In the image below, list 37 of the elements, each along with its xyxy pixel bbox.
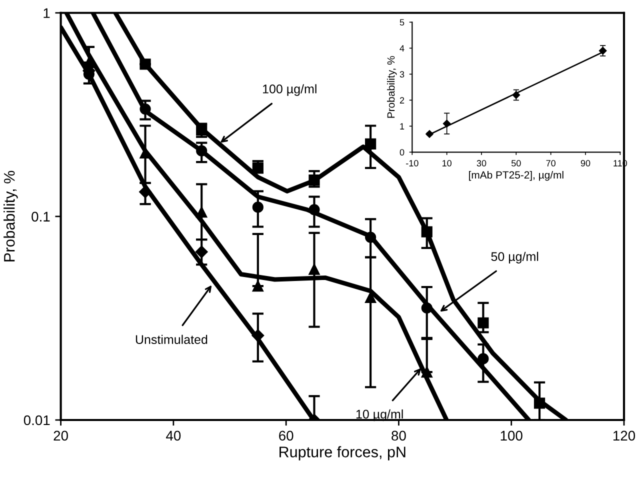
x-tick-label: 10 bbox=[442, 160, 452, 166]
point bbox=[365, 138, 376, 150]
x-axis-title: Rupture forces, pN bbox=[280, 446, 406, 460]
point bbox=[365, 292, 376, 303]
x-tick-label: 20 bbox=[54, 430, 68, 441]
point bbox=[426, 130, 434, 138]
annotation: 50 µg/ml bbox=[491, 252, 538, 264]
y-tick-label: 1 bbox=[400, 123, 404, 130]
point bbox=[308, 264, 320, 275]
x-tick-label: -10 bbox=[406, 160, 418, 166]
point bbox=[478, 317, 489, 328]
x-axis-title: [mAb PT25-2], µg/ml bbox=[469, 170, 564, 181]
y-tick-label: 2 bbox=[400, 97, 404, 104]
y-tick-label: 5 bbox=[400, 19, 404, 26]
x-tick-label: 90 bbox=[580, 160, 590, 166]
x-tick-label: 120 bbox=[613, 430, 636, 441]
y-tick-label: 4 bbox=[400, 45, 404, 52]
y-tick-label: 1 bbox=[44, 8, 50, 18]
annotation: 100 µg/ml bbox=[263, 84, 316, 96]
x-tick-label: 30 bbox=[476, 160, 486, 166]
y-tick-label: 3 bbox=[400, 71, 404, 78]
x-tick-label: 50 bbox=[512, 160, 521, 166]
point bbox=[252, 202, 264, 213]
point bbox=[478, 353, 489, 364]
point bbox=[252, 280, 264, 292]
y-tick-label: 0.01 bbox=[24, 415, 50, 426]
y-axis-title: Probability, % bbox=[387, 56, 397, 118]
x-tick-label: 100 bbox=[500, 430, 522, 441]
point bbox=[195, 246, 208, 258]
y-tick-label: 0.1 bbox=[32, 212, 50, 222]
y-tick-label: 0 bbox=[400, 149, 404, 156]
annotation: Unstimulated bbox=[136, 334, 208, 344]
x-tick-label: 80 bbox=[392, 430, 406, 441]
x-tick-label: 70 bbox=[546, 160, 556, 166]
y-axis-title: Probability, % bbox=[4, 170, 18, 262]
x-tick-label: 60 bbox=[279, 430, 294, 441]
x-tick-label: 40 bbox=[166, 430, 181, 441]
